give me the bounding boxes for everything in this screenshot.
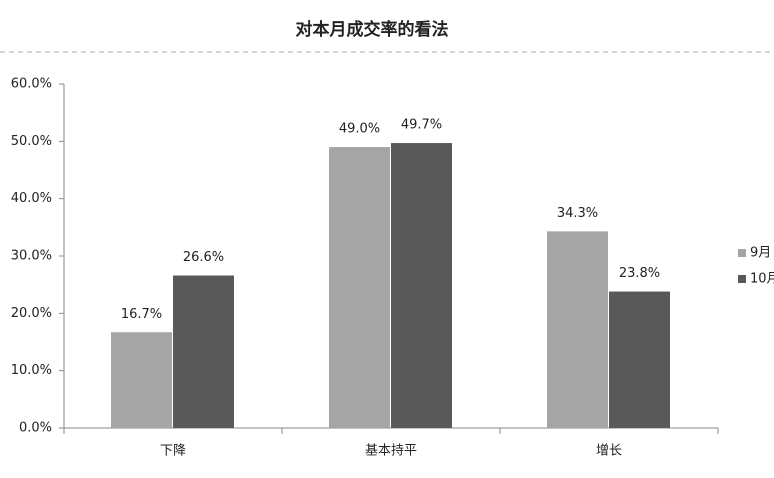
legend-label: 10月 [750, 272, 774, 287]
bar [111, 332, 172, 428]
x-tick-label: 下降 [160, 444, 186, 459]
y-tick-label: 40.0% [11, 191, 52, 206]
legend-swatch [738, 249, 746, 257]
x-tick-label: 增长 [596, 444, 622, 459]
value-label: 49.0% [339, 122, 380, 137]
y-tick-label: 20.0% [11, 306, 52, 321]
value-label: 23.8% [619, 266, 660, 281]
x-tick-label: 基本持平 [365, 444, 417, 459]
value-label: 49.7% [401, 118, 442, 133]
y-tick-label: 0.0% [19, 421, 52, 436]
y-tick-label: 50.0% [11, 134, 52, 149]
chart-title: 对本月成交率的看法 [296, 19, 449, 40]
legend-swatch [738, 275, 746, 283]
y-tick-label: 10.0% [11, 363, 52, 378]
value-label: 34.3% [557, 206, 598, 221]
bar [329, 147, 390, 429]
bar [173, 275, 234, 428]
value-label: 26.6% [183, 250, 224, 265]
legend-label: 9月 [750, 246, 771, 261]
bar [547, 231, 608, 428]
y-tick-label: 60.0% [11, 77, 52, 92]
bar [609, 291, 670, 428]
bar [391, 143, 452, 428]
y-tick-label: 30.0% [11, 249, 52, 264]
value-label: 16.7% [121, 307, 162, 322]
